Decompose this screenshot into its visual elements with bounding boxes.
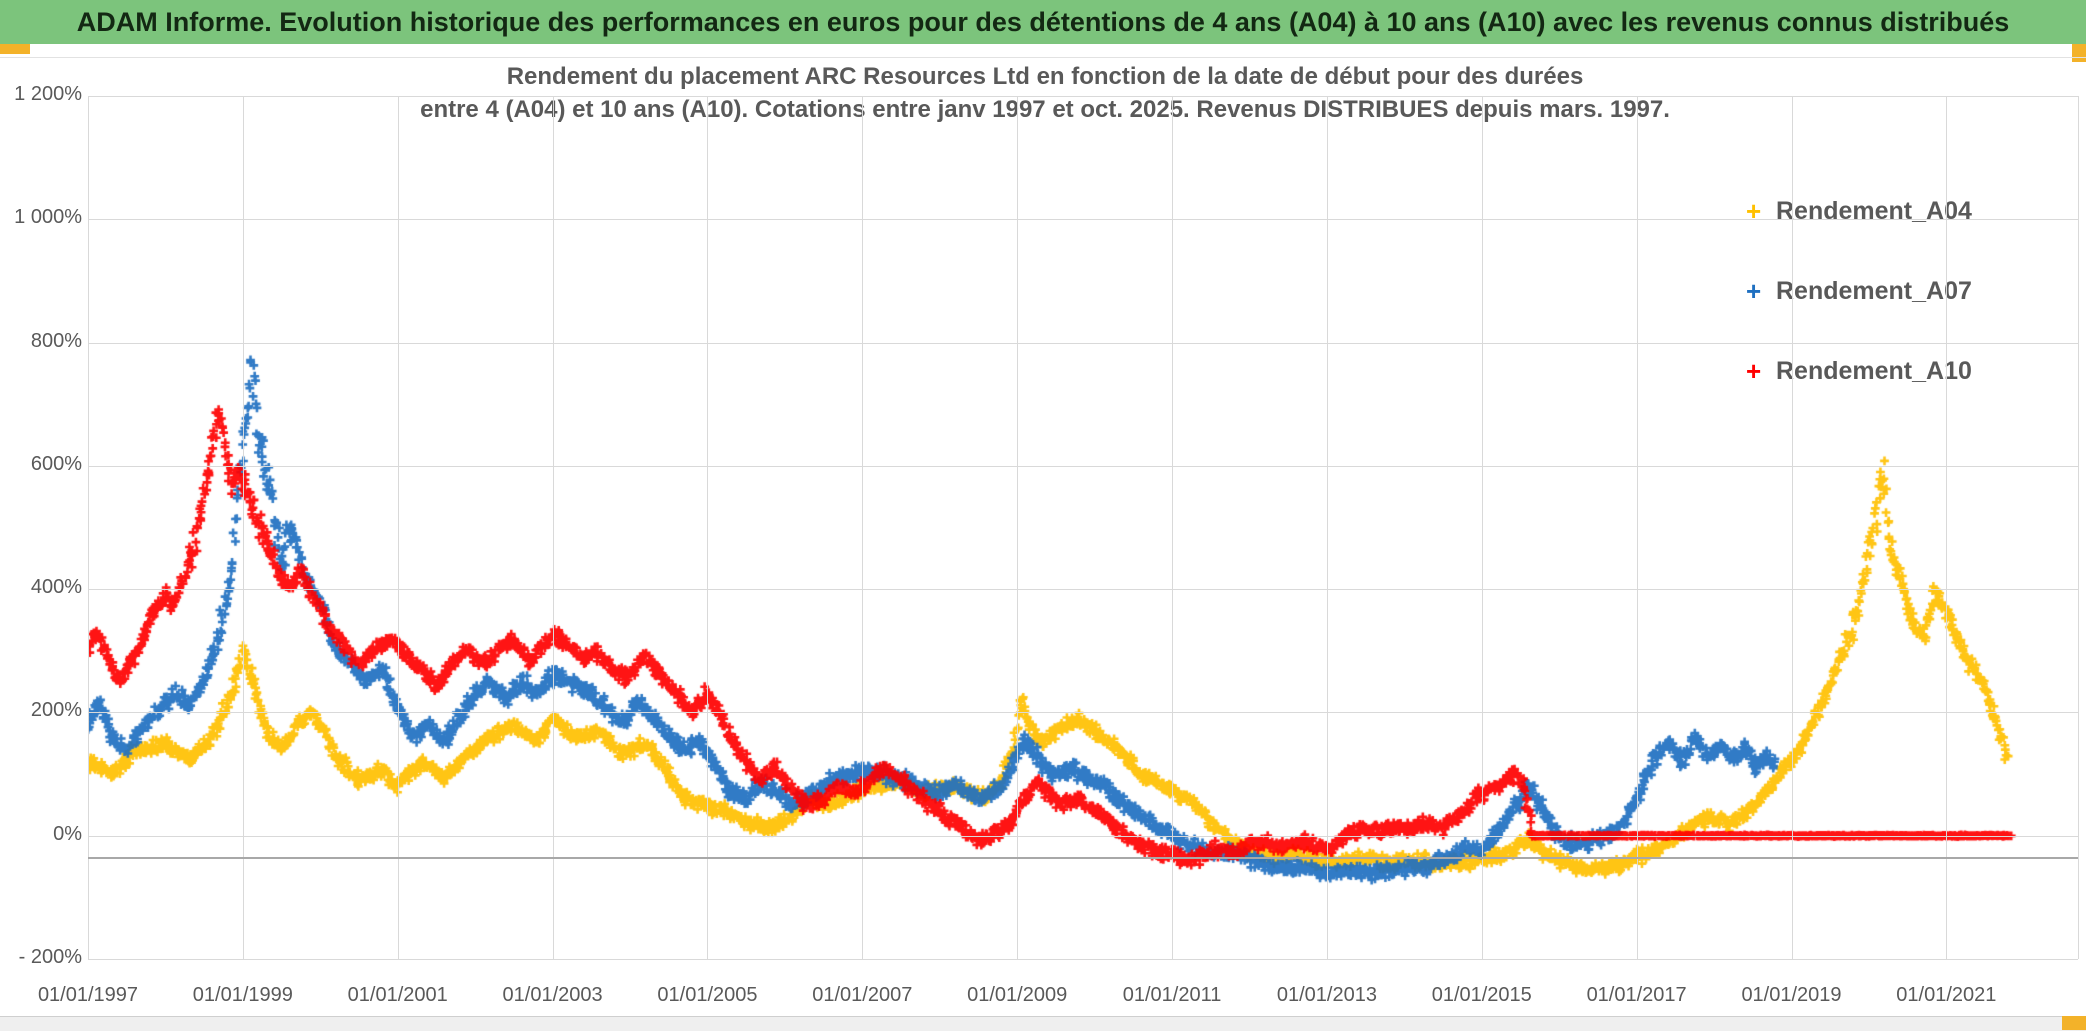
x-gridline [862, 96, 864, 959]
y-gridline [88, 465, 2078, 467]
x-tick-label: 01/01/2013 [1276, 984, 1377, 1006]
x-gridline [1636, 96, 1638, 959]
plus-marker-icon: + [1746, 356, 1762, 386]
y-tick-label: 0% [53, 822, 82, 845]
y-tick-label: 1 200% [14, 83, 82, 105]
chart-title-line1: Rendement du placement ARC Resources Ltd… [506, 63, 1584, 90]
x-tick-label: 01/01/2011 [1122, 984, 1222, 1006]
x-gridline [552, 96, 554, 959]
y-gridline [88, 589, 2078, 591]
y-tick-label: - 200% [18, 946, 82, 968]
legend-label-a04: Rendement_A04 [1776, 196, 1972, 225]
y-tick-label: 600% [30, 452, 82, 475]
report-title-bar: ADAM Informe. Evolution historique des p… [0, 0, 2086, 44]
y-gridline [88, 959, 2078, 960]
x-tick-label: 01/01/2019 [1741, 984, 1842, 1006]
report-title: ADAM Informe. Evolution historique des p… [76, 6, 2010, 37]
gold-accent-top-right [2072, 44, 2086, 62]
y-tick-label: 400% [30, 576, 82, 599]
x-tick-label: 01/01/2003 [502, 984, 603, 1006]
x-gridline [242, 96, 244, 959]
x-gridline [1172, 96, 1174, 959]
y-tick-label: 1 000% [14, 206, 82, 229]
bottom-strip [0, 1016, 2086, 1031]
x-tick-label: 01/01/2009 [967, 984, 1068, 1006]
y-gridline [88, 96, 2078, 97]
y-gridline [88, 219, 2078, 221]
x-gridline [1017, 96, 1019, 959]
x-tick-label: 01/01/2007 [812, 984, 913, 1006]
x-gridline [1791, 96, 1793, 959]
x-tick-label: 01/01/2017 [1586, 984, 1687, 1006]
x-tick-label: 01/01/2001 [347, 984, 448, 1006]
gold-accent-top-left [0, 44, 30, 54]
x-tick-label: 01/01/2021 [1896, 984, 1997, 1006]
x-gridline [707, 96, 709, 959]
x-tick-label: 01/01/1999 [192, 984, 293, 1006]
x-gridline [397, 96, 399, 959]
gold-accent-bottom-right [2062, 1016, 2086, 1030]
x-axis-line [88, 857, 2078, 860]
x-tick-label: 01/01/2005 [657, 984, 758, 1006]
x-gridline [1326, 96, 1328, 959]
legend-item-a07: + Rendement_A07 [1746, 276, 2046, 306]
legend-label-a10: Rendement_A10 [1776, 356, 1972, 385]
y-gridline [88, 835, 2078, 837]
scatter-canvas [88, 96, 2078, 959]
plus-marker-icon: + [1746, 276, 1762, 306]
x-gridline [1946, 96, 1948, 959]
x-gridline [1481, 96, 1483, 959]
x-gridline [88, 96, 89, 959]
legend-item-a10: + Rendement_A10 [1746, 356, 2046, 386]
plot-right-border [2078, 96, 2079, 959]
x-tick-label: 01/01/1997 [37, 984, 139, 1006]
x-tick-label: 01/01/2015 [1431, 984, 1532, 1006]
y-tick-label: 200% [30, 699, 82, 722]
y-gridline [88, 712, 2078, 714]
plus-marker-icon: + [1746, 196, 1762, 226]
separator-line [0, 57, 2086, 58]
y-gridline [88, 342, 2078, 344]
y-tick-label: 800% [30, 329, 82, 352]
legend-label-a07: Rendement_A07 [1776, 276, 1972, 305]
